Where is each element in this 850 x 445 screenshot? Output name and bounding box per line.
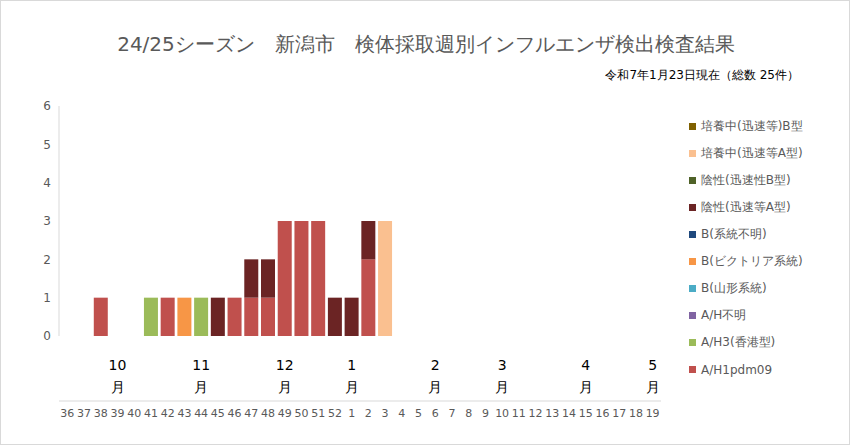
svg-text:4: 4 bbox=[43, 176, 51, 190]
html-text:A/H3(香港型): A/H3(香港型) bbox=[701, 335, 776, 349]
svg-text:3月: 3月 bbox=[495, 357, 509, 395]
html-text:A/H不明: A/H不明 bbox=[701, 308, 747, 322]
svg-text:6: 6 bbox=[432, 407, 439, 420]
svg-text:41: 41 bbox=[144, 407, 158, 420]
svg-text:3: 3 bbox=[43, 214, 51, 228]
svg-text:5月: 5月 bbox=[646, 357, 660, 395]
svg-text:50: 50 bbox=[294, 407, 308, 420]
svg-text:39: 39 bbox=[111, 407, 125, 420]
svg-text:4: 4 bbox=[398, 407, 405, 420]
html-text:培養中(迅速等A型): 培養中(迅速等A型) bbox=[701, 146, 803, 160]
svg-text:48: 48 bbox=[261, 407, 275, 420]
svg-text:4月: 4月 bbox=[579, 357, 593, 395]
svg-text:11月: 11月 bbox=[192, 357, 210, 395]
svg-text:47: 47 bbox=[244, 407, 258, 420]
svg-text:42: 42 bbox=[161, 407, 175, 420]
html-text:A/H1pdm09: A/H1pdm09 bbox=[701, 362, 773, 377]
html-text:培養中(迅速等)B型: 培養中(迅速等)B型 bbox=[701, 119, 803, 133]
svg-text:46: 46 bbox=[228, 407, 242, 420]
svg-text:17: 17 bbox=[612, 407, 626, 420]
svg-text:40: 40 bbox=[127, 407, 141, 420]
html-text:B(ビクトリア系統): B(ビクトリア系統) bbox=[701, 254, 803, 268]
svg-text:11: 11 bbox=[512, 407, 526, 420]
svg-text:19: 19 bbox=[646, 407, 660, 420]
svg-text:3: 3 bbox=[382, 407, 389, 420]
svg-text:7: 7 bbox=[448, 407, 455, 420]
svg-text:36: 36 bbox=[60, 407, 74, 420]
svg-text:5: 5 bbox=[43, 138, 51, 152]
svg-text:9: 9 bbox=[482, 407, 489, 420]
svg-text:12月: 12月 bbox=[276, 357, 294, 395]
svg-text:1: 1 bbox=[43, 291, 51, 305]
svg-text:2: 2 bbox=[365, 407, 372, 420]
svg-text:38: 38 bbox=[94, 407, 108, 420]
html-text:陰性(迅速性B型): 陰性(迅速性B型) bbox=[701, 173, 791, 187]
svg-text:18: 18 bbox=[629, 407, 643, 420]
svg-text:37: 37 bbox=[77, 407, 91, 420]
svg-text:43: 43 bbox=[177, 407, 191, 420]
html-text:陰性(迅速等A型): 陰性(迅速等A型) bbox=[701, 200, 791, 214]
svg-text:13: 13 bbox=[545, 407, 559, 420]
svg-text:15: 15 bbox=[579, 407, 593, 420]
svg-text:14: 14 bbox=[562, 407, 576, 420]
svg-text:49: 49 bbox=[278, 407, 292, 420]
svg-text:5: 5 bbox=[415, 407, 422, 420]
svg-text:0: 0 bbox=[43, 329, 51, 343]
svg-text:45: 45 bbox=[211, 407, 225, 420]
svg-text:51: 51 bbox=[311, 407, 325, 420]
svg-text:12: 12 bbox=[529, 407, 543, 420]
svg-text:2月: 2月 bbox=[428, 357, 442, 395]
html-text:令和7年1月23日現在（総数 25件）: 令和7年1月23日現在（総数 25件） bbox=[605, 68, 799, 82]
svg-text:8: 8 bbox=[465, 407, 472, 420]
html-text:24/25シーズン 新潟市 検体採取週別インフルエンザ検出検: 24/25シーズン 新潟市 検体採取週別インフルエンザ検出検査結果 bbox=[117, 32, 735, 56]
svg-text:6: 6 bbox=[43, 99, 51, 113]
html-text:B(系統不明): B(系統不明) bbox=[701, 227, 767, 241]
svg-text:52: 52 bbox=[328, 407, 342, 420]
svg-text:10月: 10月 bbox=[109, 357, 127, 395]
html-text:B(山形系統): B(山形系統) bbox=[701, 281, 767, 295]
svg-text:2: 2 bbox=[43, 253, 51, 267]
svg-text:1: 1 bbox=[348, 407, 355, 420]
svg-text:1月: 1月 bbox=[345, 357, 359, 395]
svg-text:10: 10 bbox=[495, 407, 509, 420]
svg-text:44: 44 bbox=[194, 407, 208, 420]
svg-text:16: 16 bbox=[595, 407, 609, 420]
